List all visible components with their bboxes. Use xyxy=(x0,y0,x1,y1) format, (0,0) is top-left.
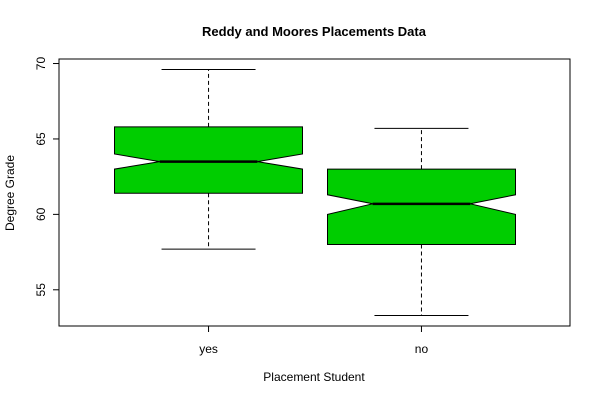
notched-box-yes xyxy=(114,126,303,194)
x-tick-label-no: no xyxy=(415,342,429,356)
x-axis-label: Placement Student xyxy=(263,370,365,384)
x-tick-label-yes: yes xyxy=(199,342,218,356)
y-tick-label-55: 55 xyxy=(34,283,48,297)
y-tick-label-60: 60 xyxy=(34,207,48,221)
y-tick-label-65: 65 xyxy=(34,132,48,146)
y-tick-label-70: 70 xyxy=(34,57,48,71)
y-axis-label: Degree Grade xyxy=(3,155,17,231)
plot-frame xyxy=(58,58,571,327)
notched-box-no xyxy=(327,168,516,245)
chart-title: Reddy and Moores Placements Data xyxy=(202,24,427,39)
plot-layer: yes no 55 60 65 70 xyxy=(34,57,571,356)
